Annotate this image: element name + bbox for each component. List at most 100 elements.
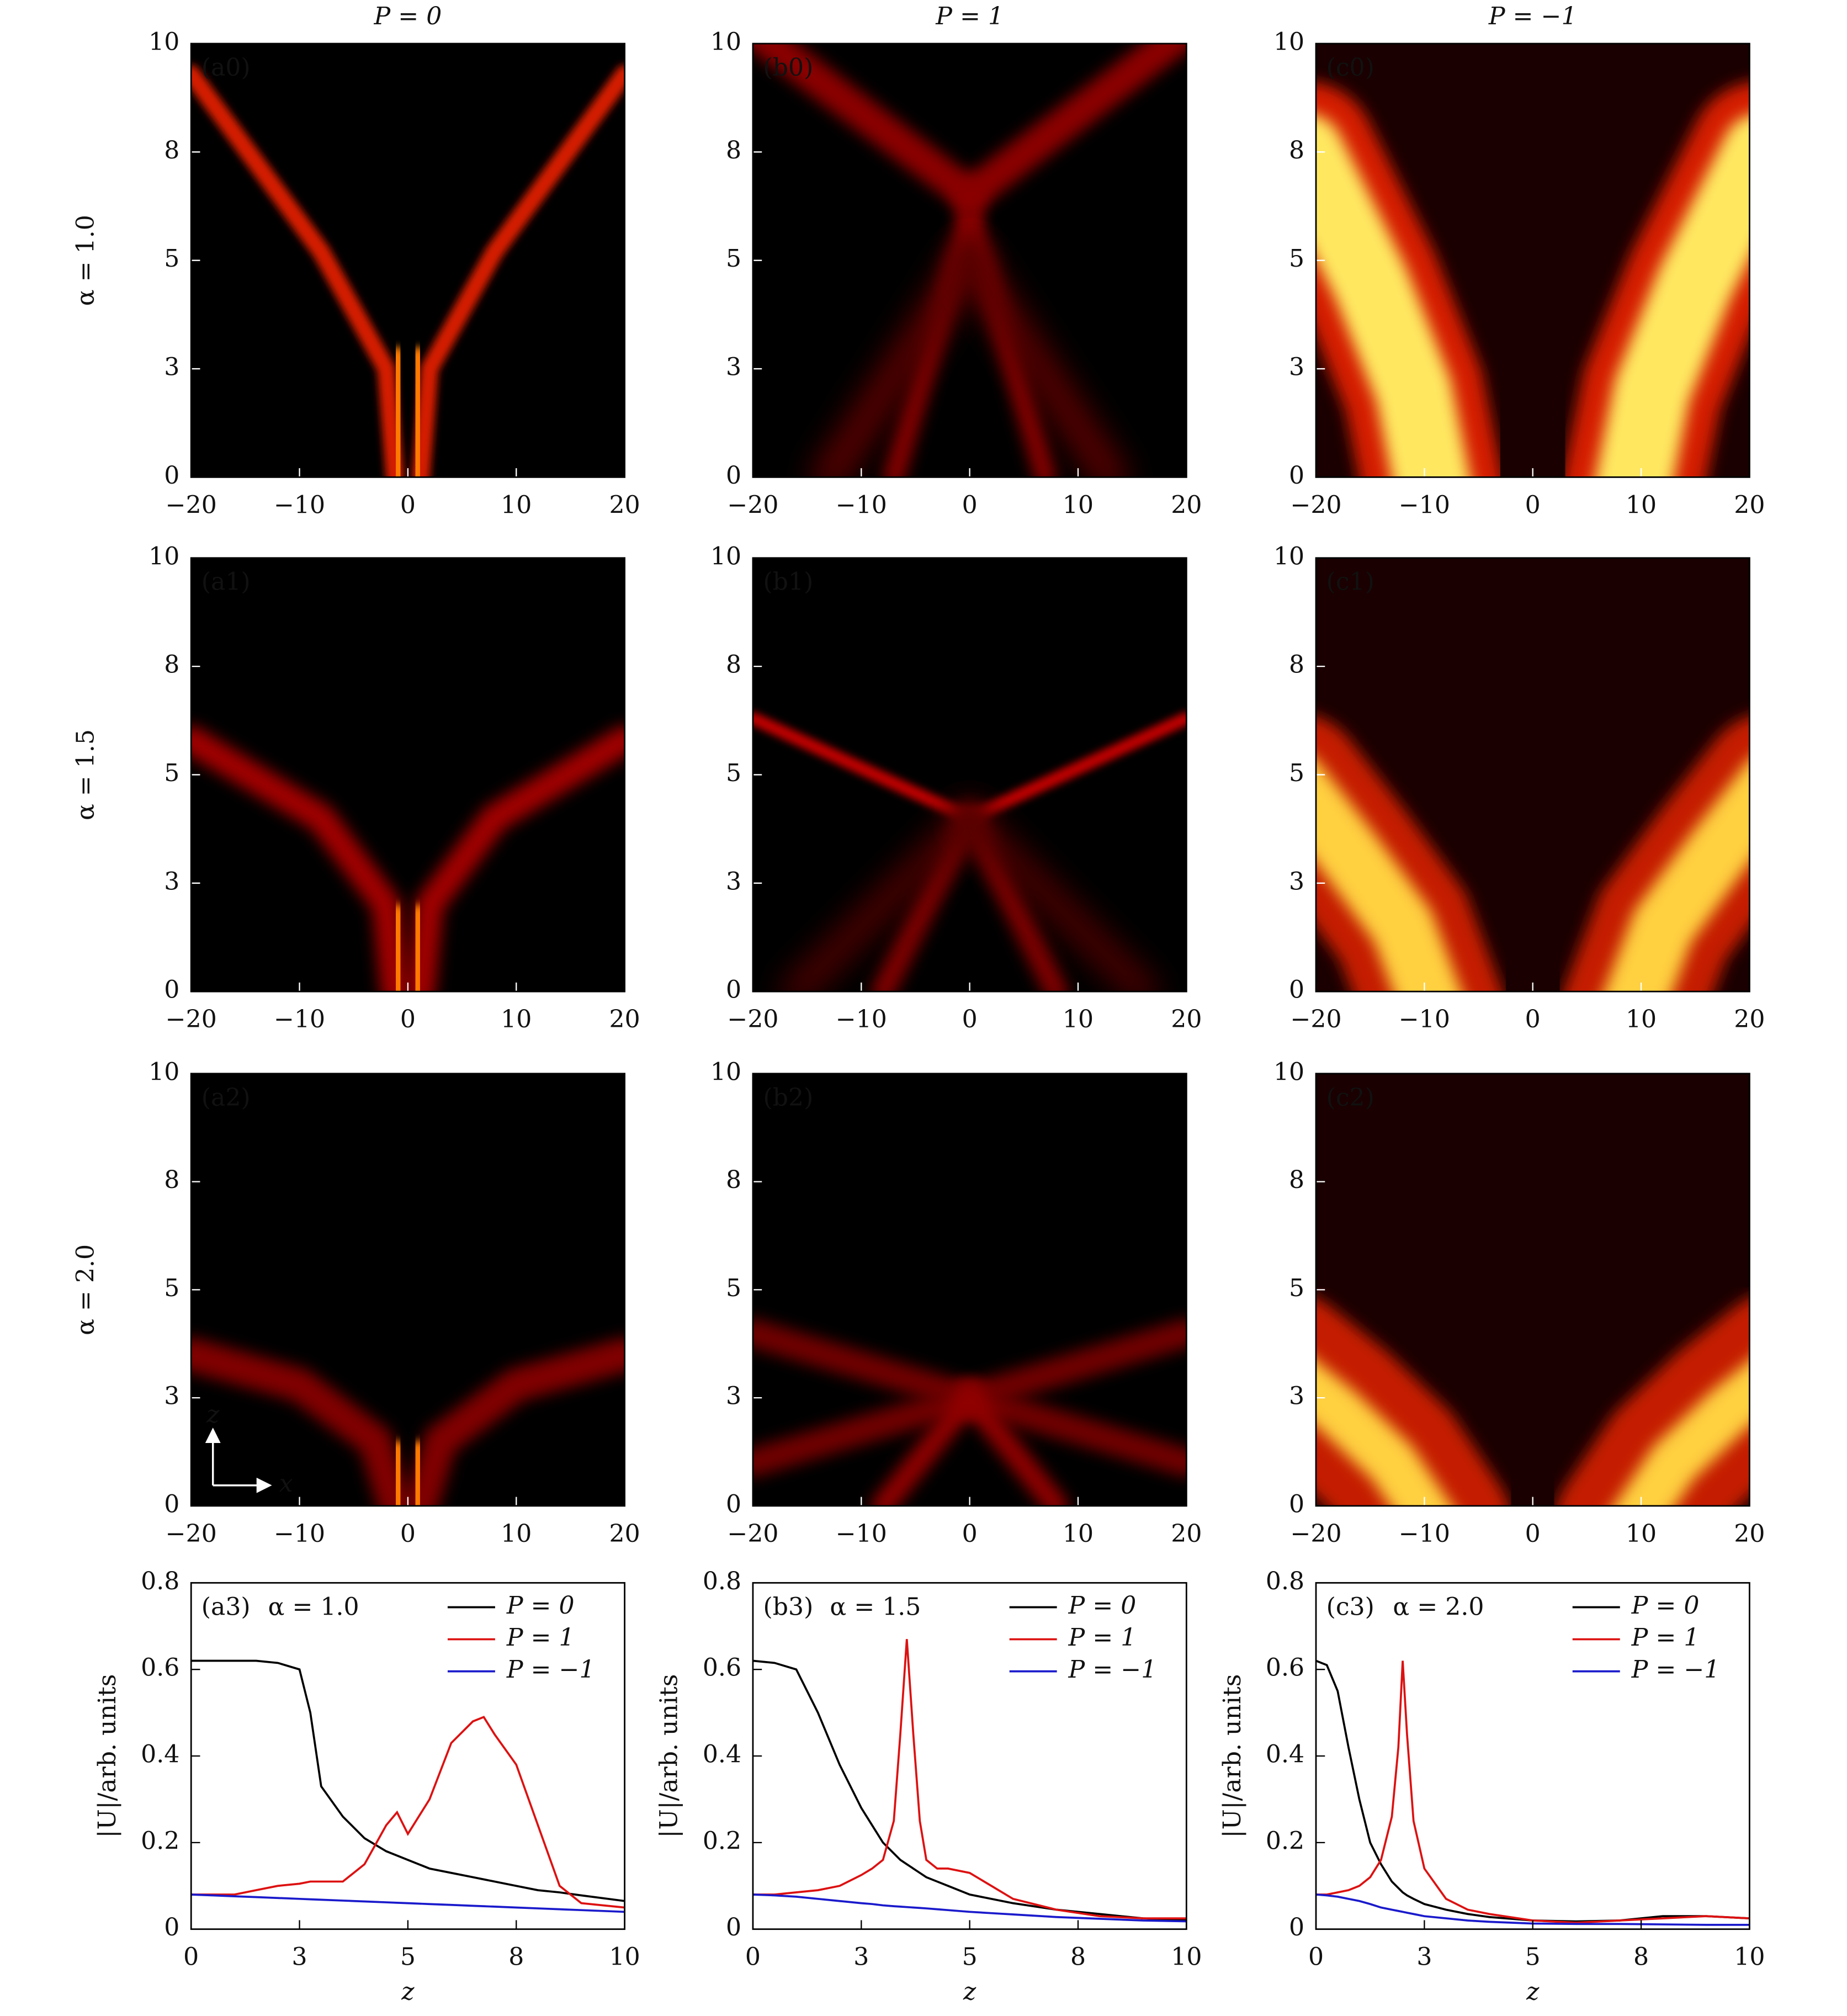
- field-band: [956, 1319, 1187, 1412]
- field-band: [1316, 760, 1462, 992]
- field-band: [953, 44, 1187, 213]
- y-tick-label: 10: [710, 1058, 741, 1086]
- x-tick-label: 20: [609, 1520, 640, 1548]
- y-tick-label: 3: [1289, 353, 1304, 381]
- x-tick-label: 8: [1633, 1943, 1649, 1971]
- heatmap-panel: (c2) −20 −10 0 10 20 0 3 5 8 10: [1273, 1058, 1765, 1548]
- x-tick-label: 10: [501, 1520, 532, 1548]
- x-tick-label: 20: [609, 491, 640, 519]
- x-tick-label: 5: [1525, 1943, 1541, 1971]
- x-tick-label: 3: [1416, 1943, 1432, 1971]
- legend-label: P = 0: [506, 1591, 575, 1620]
- plot-frame: [1315, 1073, 1750, 1507]
- data-line: [1315, 1893, 1750, 1926]
- y-tick-label: 0: [1289, 976, 1304, 1004]
- plot-frame: [752, 557, 1187, 993]
- field-band: [956, 804, 1158, 992]
- legend-label: P = −1: [1631, 1656, 1720, 1684]
- x-tick-label: 0: [1525, 491, 1541, 519]
- x-tick-label: −20: [727, 1005, 778, 1033]
- x-tick-label: −10: [836, 1005, 887, 1033]
- plot-frame: [190, 557, 625, 993]
- x-tick-label: −20: [166, 1520, 217, 1548]
- y-tick-label: 0.4: [1266, 1741, 1304, 1769]
- y-tick-label: 0.6: [703, 1654, 741, 1682]
- panel-label: (a3): [201, 1593, 251, 1621]
- x-tick-label: −10: [1399, 1005, 1450, 1033]
- heatmap-field: [1316, 1298, 1750, 1506]
- x-tick-label: 10: [1063, 1520, 1094, 1548]
- column-title: P = 0: [374, 2, 442, 30]
- panel-label: (a2): [201, 1084, 251, 1112]
- heatmap-panel: (b1) −20 −10 0 10 20 0 3 5 8 10: [710, 542, 1202, 1033]
- x-tick-label: 0: [1308, 1943, 1324, 1971]
- y-tick-label: 8: [1289, 651, 1304, 679]
- heatmap-panel: (a0) −20 −10 0 10 20 0 3 5 8 10: [148, 28, 640, 519]
- y-tick-label: 0.6: [141, 1654, 179, 1682]
- y-tick-label: 3: [164, 1382, 179, 1410]
- x-tick-label: 0: [1525, 1520, 1541, 1548]
- x-tick-label: 0: [962, 491, 978, 519]
- panel-label: (b3): [763, 1593, 814, 1621]
- x-tick-label: 10: [1626, 1520, 1657, 1548]
- field-band: [1604, 760, 1750, 992]
- x-tick-label: 10: [1171, 1943, 1202, 1971]
- field-band: [1595, 115, 1750, 478]
- line-panel: P = 0 P = 1 P = −1 (a3) α = 1.0 z |U|/arb. uni…: [93, 1567, 640, 2006]
- heatmap-field: [1316, 717, 1750, 992]
- x-tick-label: −10: [274, 1520, 325, 1548]
- y-tick-label: 0: [1289, 1913, 1304, 1941]
- field-band: [953, 243, 1128, 478]
- field-band: [958, 1386, 1068, 1506]
- y-tick-label: 0.8: [141, 1567, 179, 1595]
- field-band: [963, 712, 1187, 825]
- y-tick-label: 0: [164, 1913, 179, 1941]
- x-tick-label: 0: [400, 491, 416, 519]
- data-line: [752, 1639, 1187, 1919]
- y-tick-label: 8: [164, 651, 179, 679]
- legend-label: P = 1: [1631, 1624, 1700, 1652]
- y-tick-label: 0: [1289, 461, 1304, 490]
- x-tick-label: −10: [274, 491, 325, 519]
- legend-label: P = 1: [1068, 1624, 1137, 1652]
- x-axis-label: z: [1526, 1977, 1540, 2006]
- y-tick-label: 0.8: [703, 1567, 741, 1595]
- y-tick-label: 0.2: [1266, 1827, 1304, 1855]
- y-tick-label: 8: [164, 136, 179, 165]
- x-axis-label: z: [963, 1977, 976, 2006]
- y-tick-label: 5: [1289, 1274, 1304, 1302]
- panel-label: (c0): [1326, 54, 1374, 82]
- field-band: [871, 1386, 981, 1506]
- x-tick-label: −20: [166, 1005, 217, 1033]
- plot-frame: [752, 1073, 1187, 1507]
- heatmap-background: [191, 1073, 625, 1506]
- data-line: [1316, 1660, 1750, 1924]
- x-tick-label: 20: [1171, 1520, 1202, 1548]
- row-label: α = 1.0: [72, 215, 100, 306]
- x-tick-label: 20: [609, 1005, 640, 1033]
- heatmap-background: [191, 44, 625, 478]
- y-tick-label: 0: [726, 1913, 741, 1941]
- plot-frame: [190, 43, 625, 478]
- y-tick-label: 5: [164, 759, 179, 787]
- field-band: [752, 1319, 984, 1412]
- x-tick-label: 5: [962, 1943, 978, 1971]
- x-tick-label: 10: [1626, 491, 1657, 519]
- legend-label: P = 0: [1631, 1591, 1700, 1620]
- x-tick-label: 20: [1171, 491, 1202, 519]
- y-tick-label: 10: [1273, 28, 1304, 56]
- y-tick-label: 0.4: [141, 1741, 179, 1769]
- heatmap-field: [752, 712, 1187, 992]
- inset-label: x: [279, 1469, 293, 1498]
- data-line: [191, 1893, 625, 1913]
- plot-frame: [1315, 557, 1750, 993]
- x-tick-label: −10: [836, 491, 887, 519]
- x-tick-label: 0: [745, 1943, 761, 1971]
- y-tick-label: 5: [164, 1274, 179, 1302]
- plot-frame: [752, 1582, 1187, 1930]
- y-tick-label: 0: [164, 976, 179, 1004]
- y-tick-label: 0.6: [1266, 1654, 1304, 1682]
- y-tick-label: 5: [726, 759, 741, 787]
- y-tick-label: 10: [1273, 542, 1304, 570]
